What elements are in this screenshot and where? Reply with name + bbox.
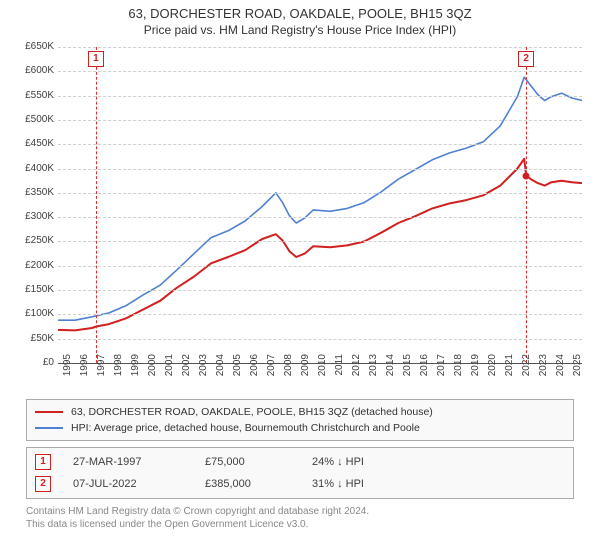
sale-date: 27-MAR-1997 <box>73 456 183 468</box>
x-axis-tick: 2013 <box>368 354 379 384</box>
sale-price: £75,000 <box>205 456 290 468</box>
x-axis-tick: 2006 <box>249 354 260 384</box>
x-axis-tick: 2016 <box>419 354 430 384</box>
series-hpi <box>58 77 582 320</box>
gridline <box>58 314 582 315</box>
sale-index-box: 2 <box>35 476 51 492</box>
gridline <box>58 96 582 97</box>
y-axis-tick: £0 <box>10 357 54 368</box>
chart-area: 1 2 £0 £50K £100K £150K £200K £250K £300K £350K £… <box>10 43 590 395</box>
y-axis-tick: £400K <box>10 163 54 174</box>
sale-vline <box>96 47 97 363</box>
y-axis-tick: £500K <box>10 114 54 125</box>
sale-index-box: 1 <box>35 454 51 470</box>
y-axis-tick: £450K <box>10 138 54 149</box>
y-axis-tick: £300K <box>10 211 54 222</box>
series-price_paid <box>58 159 582 331</box>
legend-label: HPI: Average price, detached house, Bour… <box>71 422 420 434</box>
legend-row: HPI: Average price, detached house, Bour… <box>35 420 565 436</box>
page-title: 63, DORCHESTER ROAD, OAKDALE, POOLE, BH1… <box>0 6 600 21</box>
y-axis-tick: £150K <box>10 284 54 295</box>
x-axis-tick: 2009 <box>300 354 311 384</box>
y-axis-tick: £100K <box>10 308 54 319</box>
x-axis-tick: 2001 <box>164 354 175 384</box>
table-row: 2 07-JUL-2022 £385,000 31% ↓ HPI <box>35 476 565 492</box>
x-axis-tick: 1995 <box>62 354 73 384</box>
x-axis-tick: 2011 <box>334 354 345 384</box>
y-axis-tick: £50K <box>10 333 54 344</box>
x-axis-tick: 2010 <box>317 354 328 384</box>
y-axis-tick: £600K <box>10 65 54 76</box>
table-row: 1 27-MAR-1997 £75,000 24% ↓ HPI <box>35 454 565 470</box>
legend: 63, DORCHESTER ROAD, OAKDALE, POOLE, BH1… <box>26 399 574 441</box>
x-axis-tick: 2002 <box>181 354 192 384</box>
legend-label: 63, DORCHESTER ROAD, OAKDALE, POOLE, BH1… <box>71 406 433 418</box>
x-axis-tick: 2017 <box>436 354 447 384</box>
page-subtitle: Price paid vs. HM Land Registry's House … <box>0 23 600 37</box>
gridline <box>58 71 582 72</box>
x-axis-tick: 2022 <box>521 354 532 384</box>
gridline <box>58 290 582 291</box>
y-axis-tick: £200K <box>10 260 54 271</box>
x-axis-tick: 2012 <box>351 354 362 384</box>
y-axis-tick: £550K <box>10 90 54 101</box>
legend-swatch <box>35 427 63 429</box>
y-axis-tick: £350K <box>10 187 54 198</box>
gridline <box>58 266 582 267</box>
x-axis-tick: 2014 <box>385 354 396 384</box>
x-axis-tick: 2020 <box>487 354 498 384</box>
gridline <box>58 120 582 121</box>
legend-swatch <box>35 411 63 413</box>
x-axis-tick: 2007 <box>266 354 277 384</box>
x-axis-tick: 2025 <box>572 354 583 384</box>
x-axis-tick: 2000 <box>147 354 158 384</box>
gridline <box>58 339 582 340</box>
y-axis-tick: £250K <box>10 235 54 246</box>
y-axis-tick: £650K <box>10 41 54 52</box>
x-axis-tick: 1996 <box>79 354 90 384</box>
gridline <box>58 217 582 218</box>
x-axis-tick: 2019 <box>470 354 481 384</box>
sale-point-dot <box>523 172 530 179</box>
gridline <box>58 241 582 242</box>
footer-line: This data is licensed under the Open Gov… <box>26 518 574 531</box>
sale-delta: 24% ↓ HPI <box>312 456 417 468</box>
sale-marker: 1 <box>88 51 104 67</box>
x-axis-tick: 2015 <box>402 354 413 384</box>
x-axis-tick: 2024 <box>555 354 566 384</box>
x-axis-tick: 1999 <box>130 354 141 384</box>
x-axis-tick: 2003 <box>198 354 209 384</box>
footer-line: Contains HM Land Registry data © Crown c… <box>26 505 574 518</box>
x-axis-tick: 2005 <box>232 354 243 384</box>
x-axis-tick: 2018 <box>453 354 464 384</box>
legend-row: 63, DORCHESTER ROAD, OAKDALE, POOLE, BH1… <box>35 404 565 420</box>
sale-price: £385,000 <box>205 478 290 490</box>
x-axis-tick: 2004 <box>215 354 226 384</box>
x-axis-tick: 1997 <box>96 354 107 384</box>
sale-vline <box>526 47 527 363</box>
sales-table: 1 27-MAR-1997 £75,000 24% ↓ HPI 2 07-JUL… <box>26 447 574 499</box>
sale-delta: 31% ↓ HPI <box>312 478 417 490</box>
sale-marker: 2 <box>518 51 534 67</box>
gridline <box>58 47 582 48</box>
gridline <box>58 169 582 170</box>
x-axis-tick: 1998 <box>113 354 124 384</box>
sale-date: 07-JUL-2022 <box>73 478 183 490</box>
x-axis-tick: 2008 <box>283 354 294 384</box>
footer: Contains HM Land Registry data © Crown c… <box>26 505 574 531</box>
x-axis-tick: 2021 <box>504 354 515 384</box>
gridline <box>58 193 582 194</box>
gridline <box>58 144 582 145</box>
x-axis-tick: 2023 <box>538 354 549 384</box>
